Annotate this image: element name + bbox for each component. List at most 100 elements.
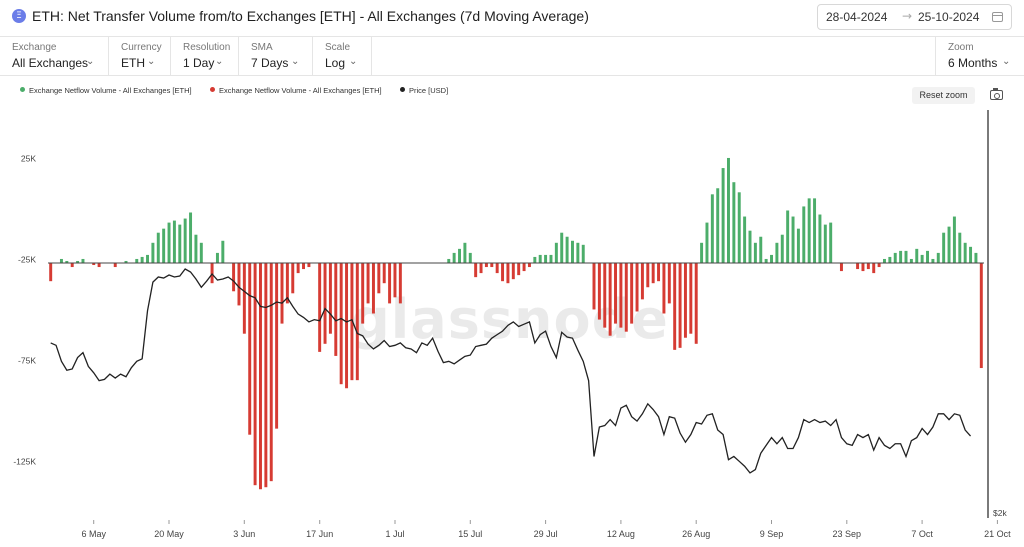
netflow-bar	[307, 263, 311, 268]
legend-dot-icon	[210, 87, 215, 92]
netflow-bar	[162, 228, 166, 263]
chevron-down-icon: ⌄	[291, 56, 300, 67]
netflow-bar	[215, 252, 219, 263]
netflow-bar	[302, 263, 305, 270]
netflow-bar	[700, 242, 704, 263]
netflow-bar	[667, 263, 671, 304]
chevron-down-icon: ⌄	[1002, 56, 1011, 67]
netflow-bar	[710, 194, 714, 263]
netflow-bar	[183, 218, 187, 263]
netflow-bar	[748, 230, 752, 263]
legend-label: Exchange Netflow Volume - All Exchanges …	[219, 86, 382, 95]
resolution-value: 1 Day	[183, 56, 215, 70]
netflow-bar	[952, 216, 956, 263]
netflow-bar	[275, 263, 279, 429]
netflow-bar	[608, 263, 612, 336]
netflow-bar	[694, 263, 698, 344]
netflow-bar	[866, 263, 870, 270]
chart-header: Ξ ETH: Net Transfer Volume from/to Excha…	[0, 0, 1024, 34]
camera-icon[interactable]	[990, 88, 1003, 100]
netflow-bar	[264, 263, 268, 488]
chevron-down-icon: ⌄	[147, 56, 156, 67]
netflow-bar	[377, 263, 381, 294]
x-tick-label: 26 Aug	[682, 529, 710, 539]
netflow-bar	[167, 222, 171, 263]
netflow-bar	[371, 263, 375, 314]
netflow-bar	[705, 222, 709, 263]
netflow-bar	[958, 232, 962, 263]
chevron-down-icon: ⌄	[215, 56, 224, 67]
netflow-bar	[350, 263, 354, 381]
legend-item-inflow[interactable]: Exchange Netflow Volume - All Exchanges …	[20, 86, 192, 95]
netflow-bar	[829, 222, 833, 263]
netflow-bar	[764, 258, 768, 263]
netflow-bar	[517, 263, 521, 276]
netflow-bar	[775, 242, 779, 263]
netflow-bar	[259, 263, 262, 490]
netflow-bar	[872, 263, 876, 274]
netflow-bar	[673, 263, 677, 350]
netflow-bar	[59, 258, 63, 263]
reset-zoom-button[interactable]: Reset zoom	[912, 87, 975, 104]
netflow-bar	[339, 263, 343, 385]
netflow-bar	[334, 263, 338, 356]
netflow-bar	[936, 252, 940, 263]
date-to-input[interactable]: 25-10-2024	[918, 10, 980, 24]
chevron-down-icon: ⌄	[86, 56, 95, 67]
arrow-right-icon: →	[902, 9, 913, 23]
legend-item-price[interactable]: Price [USD]	[400, 86, 448, 95]
netflow-bar	[484, 263, 488, 268]
netflow-bar	[296, 263, 300, 274]
netflow-bar	[646, 263, 650, 288]
legend-label: Exchange Netflow Volume - All Exchanges …	[29, 86, 192, 95]
netflow-bar	[926, 250, 929, 263]
legend-label: Price [USD]	[409, 86, 449, 95]
netflow-bar	[140, 256, 144, 263]
resolution-dropdown[interactable]: Resolution 1 Day ⌄	[171, 37, 239, 75]
netflow-bar	[861, 263, 865, 272]
exchange-dropdown[interactable]: Exchange All Exchanges ⌄	[0, 37, 109, 75]
netflow-bar	[97, 263, 101, 268]
x-tick-label: 3 Jun	[233, 529, 255, 539]
netflow-bar	[635, 263, 639, 312]
zoom-value: 6 Months	[948, 56, 998, 70]
currency-dropdown[interactable]: Currency ETH ⌄	[109, 37, 171, 75]
sma-value: 7 Days	[251, 56, 289, 70]
netflow-bar	[554, 242, 558, 263]
netflow-bar	[70, 263, 74, 268]
netflow-bar	[81, 258, 85, 263]
netflow-bar	[527, 263, 531, 268]
netflow-bar	[727, 157, 730, 263]
netflow-bar	[479, 263, 483, 274]
netflow-bar	[931, 258, 935, 263]
netflow-bar	[823, 224, 827, 263]
netflow-bar	[189, 212, 193, 263]
netflow-bar	[969, 246, 973, 263]
date-range-picker[interactable]: 28-04-2024 → 25-10-2024	[817, 4, 1012, 30]
netflow-bar	[345, 263, 349, 389]
date-from-input[interactable]: 28-04-2024	[826, 10, 888, 24]
netflow-bar	[856, 263, 860, 270]
calendar-icon[interactable]	[992, 12, 1003, 22]
netflow-bar	[124, 260, 128, 263]
sma-dropdown[interactable]: SMA 7 Days ⌄	[239, 37, 313, 75]
netflow-bar	[468, 252, 472, 263]
netflow-bar	[452, 252, 456, 263]
x-axis: 6 May 20 May 3 Jun 17 Jun 1 Jul 15 Jul 29 Jul 1…	[81, 520, 1011, 539]
scale-dropdown[interactable]: Scale Log ⌄	[313, 37, 372, 75]
netflow-bar	[753, 242, 757, 263]
x-tick-label: 12 Aug	[607, 529, 635, 539]
x-tick-label: 15 Jul	[458, 529, 482, 539]
netflow-bar	[770, 254, 773, 263]
netflow-bar	[904, 250, 908, 263]
legend-item-outflow[interactable]: Exchange Netflow Volume - All Exchanges …	[210, 86, 382, 95]
netflow-bar	[178, 224, 182, 263]
x-tick-label: 21 Oct	[984, 529, 1011, 539]
resolution-label: Resolution	[183, 42, 231, 53]
netflow-bar	[447, 258, 451, 263]
netflow-bar	[716, 188, 720, 263]
netflow-bar	[318, 263, 322, 352]
exchange-value: All Exchanges	[12, 56, 89, 70]
zoom-dropdown[interactable]: Zoom 6 Months ⌄	[935, 37, 1024, 75]
